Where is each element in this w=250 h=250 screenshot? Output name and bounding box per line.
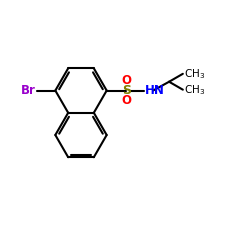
Text: HN: HN xyxy=(144,84,165,97)
Text: CH$_3$: CH$_3$ xyxy=(184,83,205,96)
Text: O: O xyxy=(121,94,131,107)
Text: Br: Br xyxy=(21,84,36,97)
Text: S: S xyxy=(122,84,131,97)
Text: CH$_3$: CH$_3$ xyxy=(184,67,205,81)
Text: O: O xyxy=(121,74,131,87)
